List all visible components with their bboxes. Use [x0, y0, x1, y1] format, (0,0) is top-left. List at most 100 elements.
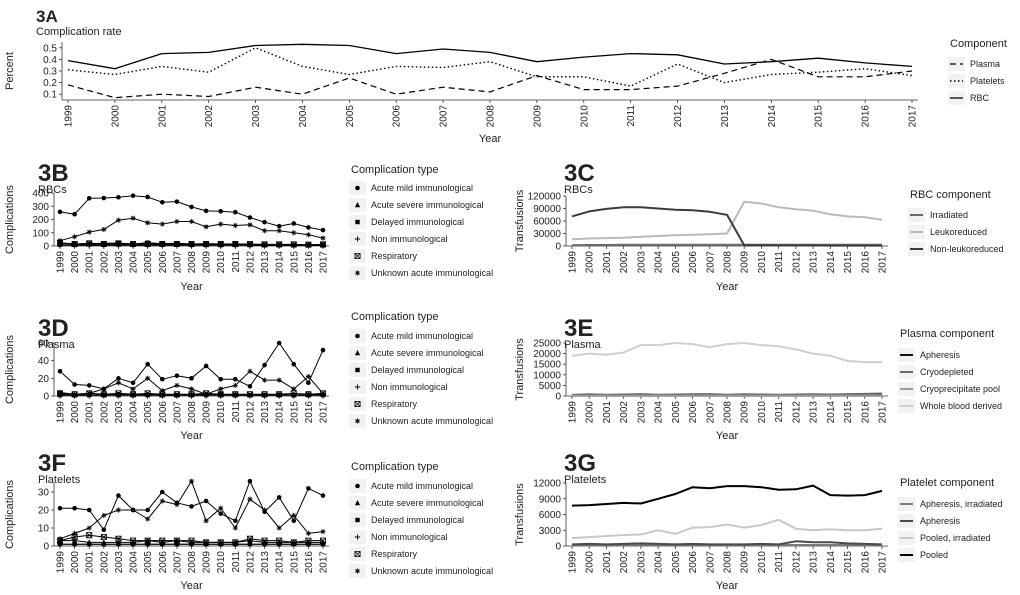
x-tick-label: 2013 — [260, 551, 271, 574]
legend-key-marker — [354, 253, 361, 259]
data-point — [203, 539, 210, 546]
data-point — [320, 541, 326, 547]
x-tick-label: 2006 — [392, 105, 403, 128]
data-point — [115, 390, 122, 397]
legend-key-marker — [354, 401, 361, 407]
x-tick-label: 2008 — [187, 401, 198, 424]
x-tick-label: 2001 — [602, 551, 613, 574]
data-point — [57, 209, 63, 215]
y-tick-label: 10 — [38, 524, 50, 535]
x-tick-label: 2005 — [143, 551, 154, 574]
x-tick-label: 2002 — [619, 401, 630, 424]
data-point — [188, 241, 195, 248]
legend-label: Delayed immunological — [371, 515, 464, 525]
x-tick-label: 2005 — [671, 551, 682, 574]
legend-title: Complication type — [351, 311, 438, 323]
y-tick-label: 100 — [32, 228, 49, 239]
x-tick-label: 2001 — [157, 105, 168, 128]
data-point — [72, 234, 78, 240]
x-tick-label: 2009 — [740, 251, 751, 274]
legend-key-marker — [354, 534, 361, 540]
legend-label: Acute severe immunological — [371, 348, 484, 358]
data-point — [247, 541, 253, 547]
x-tick-label: 2004 — [654, 401, 665, 424]
y-tick-label: 0 — [555, 242, 561, 253]
data-point — [159, 537, 166, 544]
y-axis-title: Transfusions — [514, 483, 526, 546]
panel-letter: 3C — [564, 160, 595, 187]
data-point — [233, 518, 238, 524]
x-tick-label: 2002 — [99, 401, 110, 424]
x-tick-label: 2003 — [114, 551, 125, 574]
x-tick-label: 2000 — [110, 105, 121, 128]
legend-key-marker — [354, 500, 361, 506]
series-line — [571, 392, 883, 396]
data-point — [130, 380, 136, 386]
legend-key-marker — [354, 236, 361, 242]
data-point — [320, 529, 326, 535]
x-tick-label: 2010 — [757, 401, 768, 424]
data-point — [57, 389, 63, 396]
legend-label: Non immunological — [371, 532, 448, 542]
x-tick-label: 2007 — [705, 251, 716, 274]
series-non-leukoreduced — [571, 206, 882, 247]
series-line — [571, 342, 882, 364]
data-point — [203, 363, 209, 369]
data-point — [218, 376, 224, 382]
data-point — [188, 218, 195, 225]
data-point — [261, 537, 268, 544]
x-tick-label: 1999 — [64, 105, 75, 128]
x-tick-label: 2007 — [705, 551, 716, 574]
legend-label: Cryoprecipitate pool — [920, 384, 1000, 394]
x-tick-label: 2005 — [143, 251, 154, 274]
data-point — [130, 215, 136, 221]
y-tick-label: 10000 — [533, 370, 561, 381]
data-point — [145, 516, 151, 522]
x-tick-label: 2001 — [85, 551, 96, 574]
data-point — [247, 215, 253, 220]
y-tick-label: 120000 — [528, 192, 562, 203]
panel-subtitle: Plasma — [38, 339, 76, 351]
x-tick-label: 2004 — [129, 551, 140, 574]
data-point — [116, 376, 121, 381]
data-point — [218, 221, 224, 227]
x-tick-label: 2000 — [585, 251, 596, 274]
data-point — [130, 386, 136, 392]
data-point — [115, 541, 122, 547]
x-axis-title: Year — [180, 580, 203, 592]
y-tick-label: 200 — [32, 215, 49, 226]
y-tick-label: 60 — [38, 339, 50, 350]
x-tick-label: 2011 — [231, 401, 242, 423]
x-tick-label: 2014 — [275, 251, 286, 274]
data-point — [130, 507, 136, 513]
panel-subtitle: Platelets — [38, 474, 81, 486]
data-point — [276, 241, 283, 248]
panel-subtitle: Platelets — [564, 474, 607, 486]
data-point — [305, 241, 312, 248]
x-tick-label: 2016 — [304, 401, 315, 424]
legend-key-marker — [354, 384, 361, 390]
data-point — [71, 241, 78, 248]
x-tick-label: 2010 — [216, 401, 227, 424]
series-plasma — [67, 58, 913, 99]
data-point — [320, 235, 326, 241]
data-point — [203, 241, 210, 248]
x-tick-label: 2004 — [129, 401, 140, 424]
data-point — [306, 380, 311, 386]
data-point — [203, 208, 209, 214]
data-point — [291, 221, 297, 226]
legend: Component Plasma Platelets RBC — [948, 38, 1007, 105]
data-point — [320, 390, 326, 396]
x-tick-label: 2007 — [172, 551, 183, 574]
data-point — [306, 225, 311, 230]
x-axis-title: Year — [479, 133, 502, 145]
data-point — [115, 217, 122, 223]
data-point — [276, 525, 282, 531]
panel-letter: 3D — [38, 315, 69, 342]
y-tick-label: 0 — [555, 542, 561, 553]
x-tick-label: 2008 — [187, 551, 198, 574]
data-point — [130, 537, 137, 544]
x-tick-label: 2006 — [158, 551, 169, 574]
